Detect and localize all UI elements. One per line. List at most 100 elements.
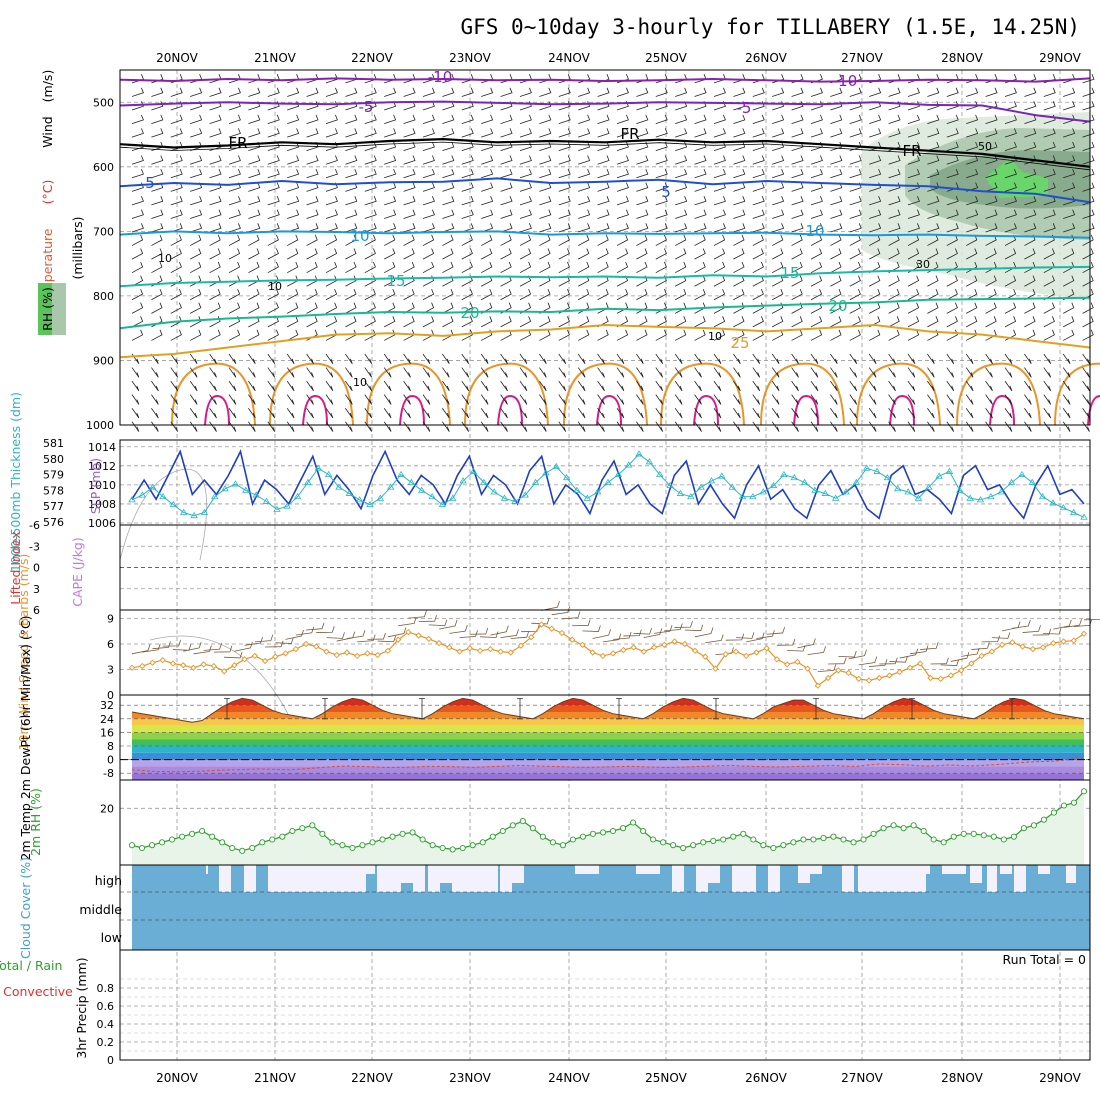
wind-barb [209, 394, 217, 405]
wind-speed-point [466, 645, 473, 652]
precip-tick-label: 0.8 [97, 982, 115, 995]
cloud-gap [842, 865, 854, 892]
temp-band [132, 712, 1084, 719]
wind-barb [985, 128, 998, 138]
isotherm-30-lobe [269, 362, 354, 426]
wind-barb [791, 248, 803, 260]
wind-barb [655, 288, 667, 301]
wind-speed-point [599, 652, 607, 660]
wind-barb [733, 248, 745, 260]
rh-point [680, 844, 687, 852]
wind-barb [267, 74, 280, 84]
wind-barb [578, 302, 590, 314]
cloud-gap [906, 865, 930, 874]
thickness-point [831, 494, 840, 501]
wind-speed-point [620, 646, 627, 654]
wind-barb [519, 261, 532, 274]
temp-line [131, 697, 1085, 723]
wind-barb [442, 261, 454, 274]
precip-tick-label: 0.2 [97, 1036, 115, 1049]
rh-contour [119, 468, 208, 561]
thickness-point [1028, 478, 1036, 485]
date-label-bottom: 22NOV [351, 1071, 393, 1085]
cloud-gap [744, 865, 756, 892]
wind-barb [655, 209, 668, 219]
wind-barb [325, 234, 338, 246]
wind-barb [1024, 353, 1032, 365]
surface-wind-barb [787, 644, 806, 652]
wind-barb [578, 288, 590, 301]
contour-label: 25 [730, 334, 749, 352]
wind-barb [267, 288, 279, 301]
surface-wind-barb [817, 664, 837, 673]
wind-barb [325, 261, 338, 274]
rh-point [1030, 822, 1037, 829]
wind-barb [616, 128, 629, 138]
wind-barb [616, 155, 629, 165]
isotherm-35-lobe [989, 394, 1015, 426]
wind-barb [636, 223, 649, 233]
surface-wind-barb [469, 627, 489, 635]
wind-barb [267, 128, 280, 138]
wind-barb [539, 209, 552, 219]
wind-speed-point [681, 640, 688, 648]
wind-barb [907, 168, 920, 179]
wind-barb [927, 234, 939, 246]
wind-barb [558, 141, 571, 152]
thickness-point [645, 458, 654, 465]
rh-legend-box-2 [52, 283, 66, 335]
wind-barb [946, 101, 959, 111]
wind-barb [1043, 209, 1056, 219]
wind-barb [403, 367, 411, 378]
wind-barb [578, 141, 591, 152]
wind-barb [461, 261, 473, 274]
wind-barb [189, 380, 198, 392]
wind-barb [849, 380, 858, 392]
wind-barb [849, 128, 862, 138]
wind-barb [306, 367, 314, 378]
wind-barb [655, 380, 664, 392]
thickness-point [355, 496, 364, 503]
thickness-point [656, 470, 664, 477]
thickness-point [1049, 499, 1057, 506]
wind-barb [442, 302, 454, 314]
wind-barb [810, 101, 823, 111]
wind-barb [403, 261, 415, 274]
wind-barb [927, 223, 940, 233]
wind-barb [946, 196, 959, 206]
cloud-gap [206, 865, 208, 874]
thickness-point [728, 483, 736, 490]
wind-barb [422, 288, 435, 301]
wind-barb [558, 234, 570, 246]
wind-barb [131, 329, 144, 341]
wind-barb [771, 394, 780, 405]
wind-barb [675, 155, 688, 165]
surface-wind-barb [930, 657, 949, 665]
wind-barb [675, 128, 688, 138]
wind-barb [713, 275, 726, 287]
wind-barb [888, 128, 901, 138]
wind-barb [616, 353, 625, 365]
wind-barb [306, 168, 319, 179]
rh-point [349, 844, 356, 852]
wind-barb [345, 114, 358, 124]
wind-barb [422, 407, 431, 419]
wind-barb [131, 223, 144, 233]
wind-barb [888, 234, 900, 246]
wind-barb [1082, 275, 1094, 287]
wind-barb [946, 380, 955, 392]
wind-barb [228, 141, 241, 152]
surface-wind-barb [572, 619, 591, 627]
wind-barb [519, 367, 528, 378]
wind-barb [481, 234, 493, 246]
wind-barb [131, 394, 140, 405]
thickness-point [676, 489, 685, 496]
cloud-gap [708, 865, 720, 883]
wind-barb [1004, 87, 1017, 97]
wind-barb [306, 288, 318, 301]
wind-barb [500, 87, 513, 97]
wind-barb [422, 155, 435, 165]
wind-barb [927, 168, 940, 179]
wind-barb [228, 114, 241, 124]
rh-point [930, 836, 937, 843]
